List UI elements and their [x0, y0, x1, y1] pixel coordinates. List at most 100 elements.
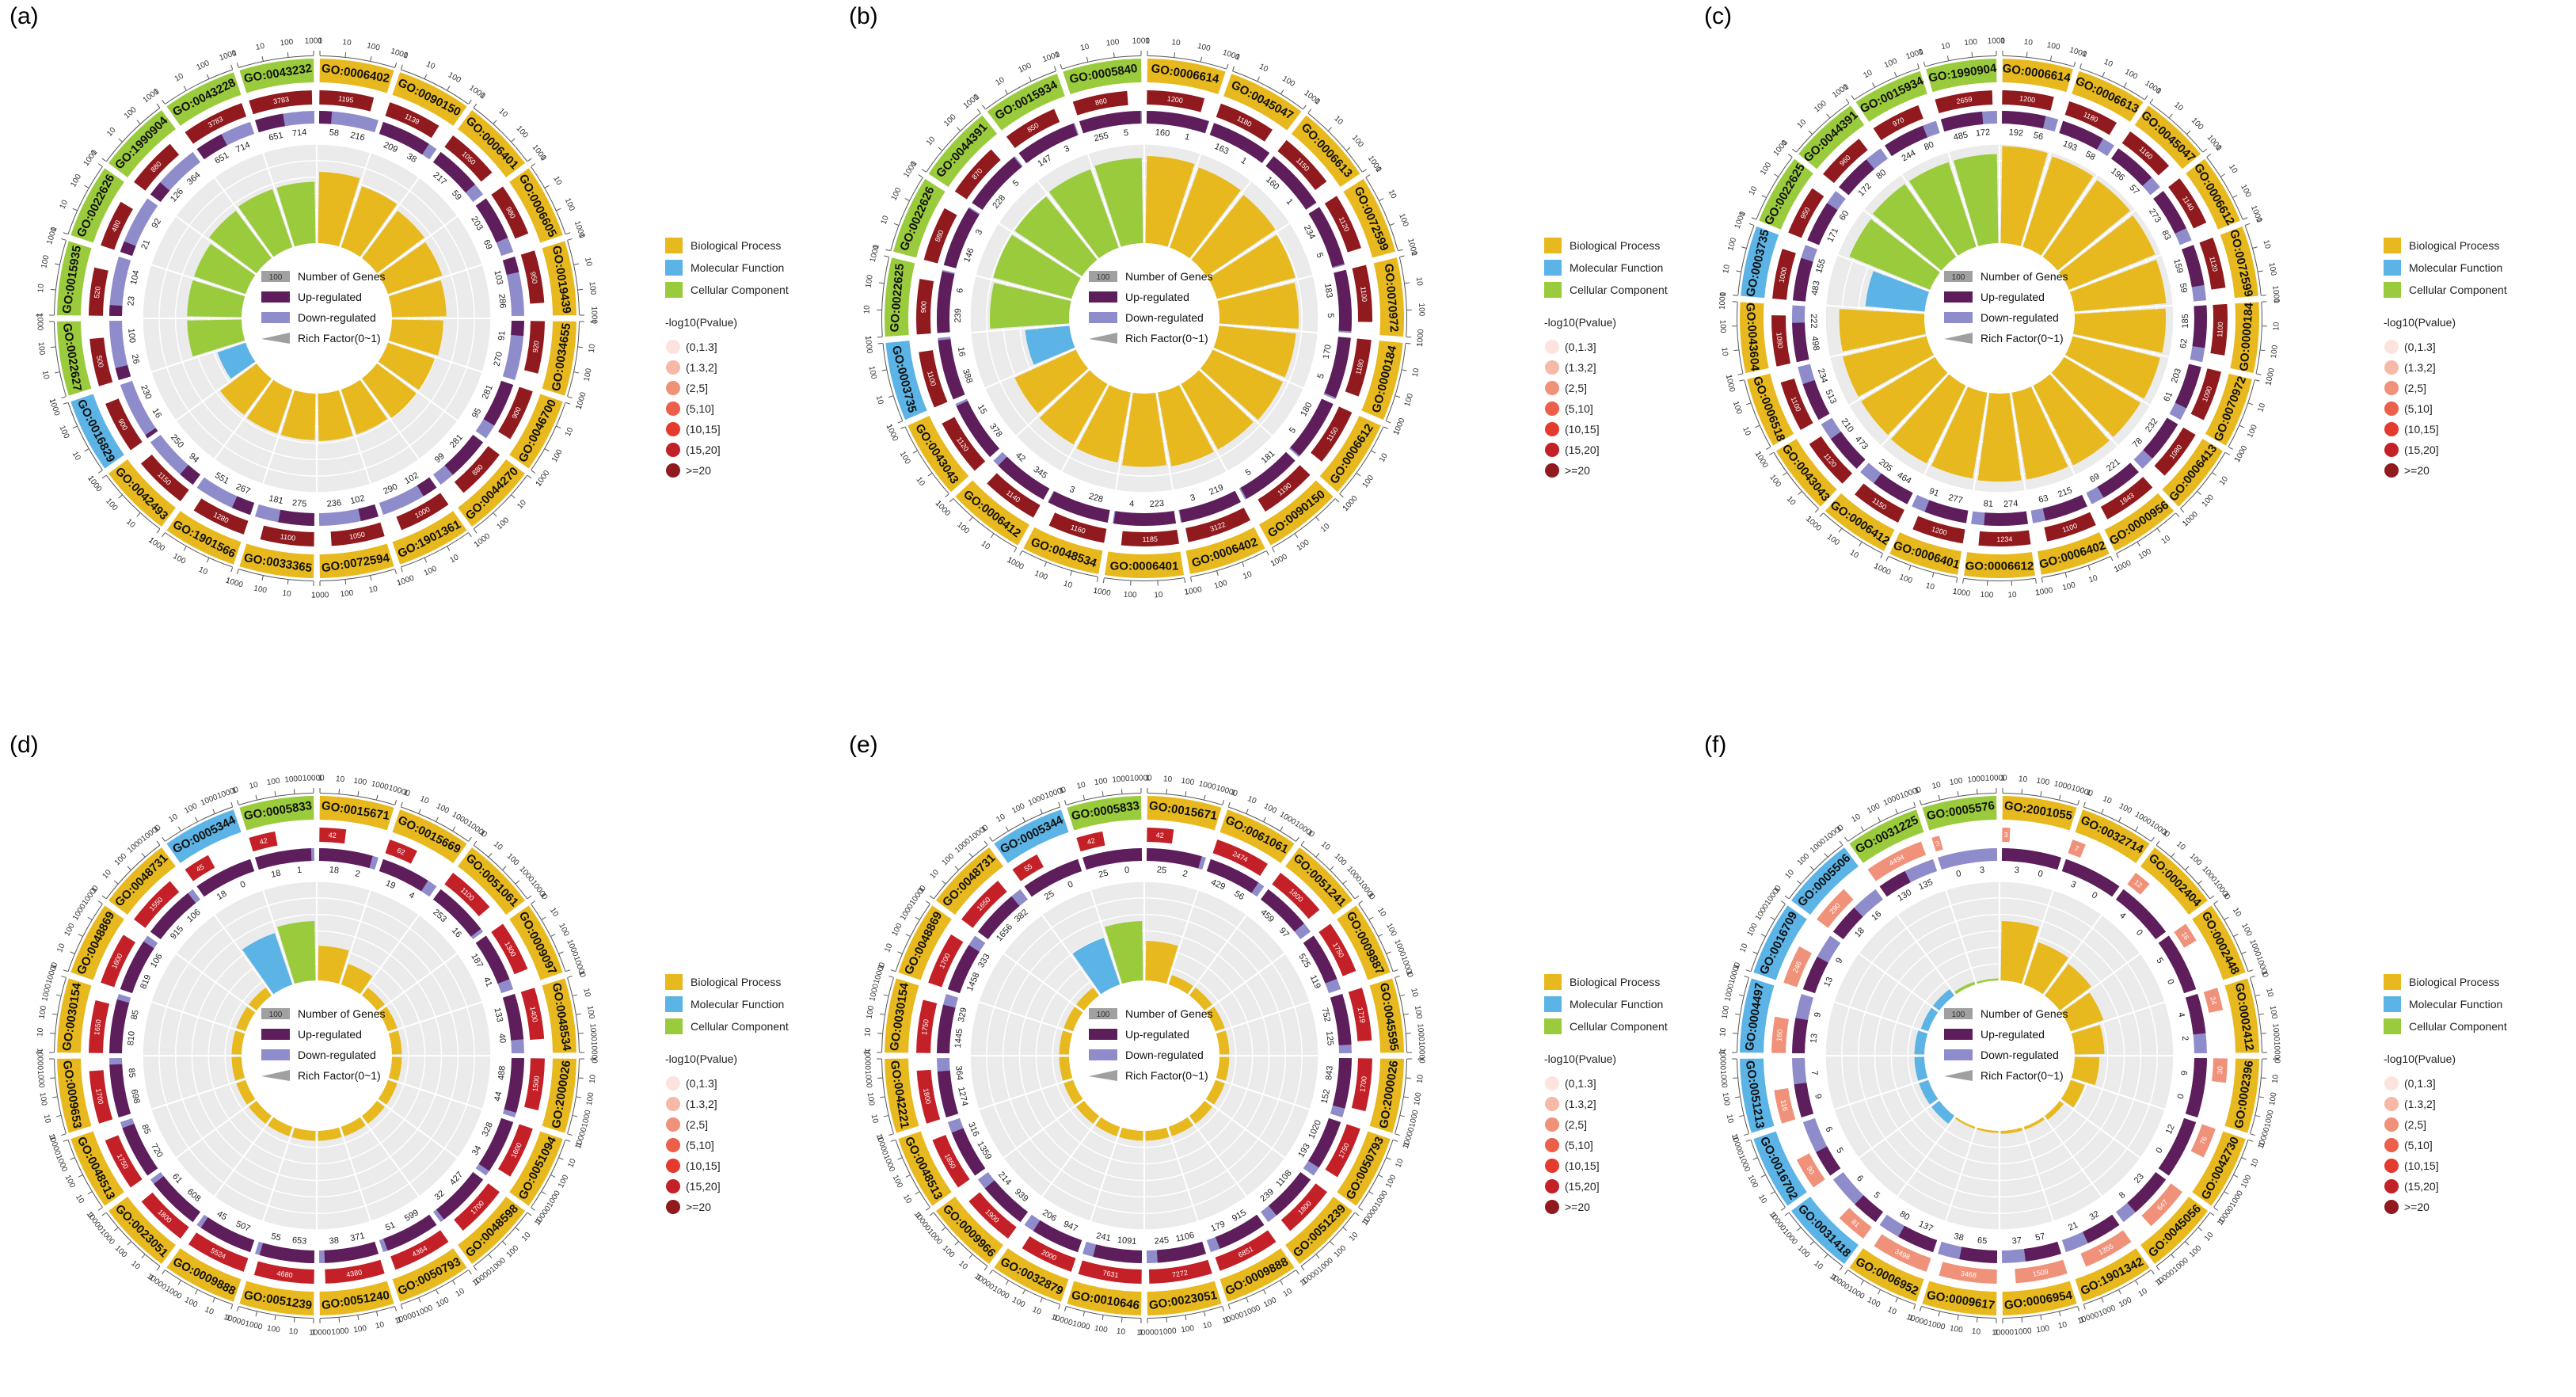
scale-tick-label: 10000 — [1828, 1272, 1851, 1292]
scale-tick — [2026, 51, 2028, 57]
total-genes-bar — [390, 1230, 449, 1270]
scale-tick — [118, 494, 123, 499]
scale-tick — [293, 789, 295, 794]
down-count: 32 — [433, 1189, 447, 1202]
scale-tick — [1737, 373, 1743, 375]
scale-tick — [2248, 402, 2254, 405]
scale-tick — [1330, 1241, 1334, 1246]
rich-factor-bar — [1025, 325, 1075, 365]
down-count: 216 — [349, 131, 366, 143]
scale-tick — [2224, 1191, 2229, 1195]
scale-tick-label: 10 — [2102, 58, 2114, 70]
separator — [339, 152, 371, 247]
scale-tick — [1263, 817, 1266, 822]
scale-tick-label: 100 — [2036, 777, 2051, 788]
scale-tick — [2185, 866, 2190, 870]
scale-tick-label: 1 — [1006, 556, 1014, 566]
scale-tick-label: 1 — [2081, 50, 2088, 59]
scale-tick — [400, 1304, 403, 1310]
scale-tick — [1040, 809, 1043, 814]
up-count: 239 — [953, 308, 963, 323]
down-count: 210 — [1840, 417, 1855, 434]
scale-tick-label: 100 — [867, 365, 878, 380]
scale-tick-label: 100 — [63, 922, 77, 938]
up-regulated-bar — [2001, 848, 2061, 870]
scale-tick-label: 1000 — [1718, 1070, 1729, 1089]
pval-swatch — [666, 443, 680, 457]
rich-factor-bar — [2065, 336, 2160, 399]
scale-tick — [1040, 1297, 1043, 1303]
scale-tick-label: 10 — [2023, 38, 2034, 48]
scale-tick-label: 10000 — [967, 823, 990, 843]
go-term-band — [57, 241, 92, 316]
up-regulated-bar — [444, 434, 484, 475]
scale-tick-label: 100 — [563, 196, 576, 212]
scale-tick — [1738, 1115, 1744, 1117]
total-genes-bar — [498, 386, 533, 440]
down-count: 45 — [215, 1209, 229, 1223]
scale-tick — [2180, 508, 2185, 513]
go-term-band — [1337, 905, 1391, 980]
scale-tick-label: 10 — [928, 868, 941, 881]
scale-tick — [1362, 169, 1368, 173]
scale-tick — [195, 817, 198, 822]
scale-tick-label: 10 — [548, 906, 560, 919]
scale-tick — [1946, 55, 1950, 61]
down-count: 5 — [1316, 372, 1326, 380]
scale-tick — [2169, 113, 2173, 118]
total-genes-bar — [444, 873, 490, 917]
up-count: 192 — [2008, 128, 2023, 139]
scale-tick — [1393, 969, 1398, 973]
up-regulated-bar — [109, 999, 130, 1054]
pval-swatch — [1545, 1179, 1559, 1193]
scale-tick — [2233, 1174, 2239, 1178]
pval-bin-label: >=20 — [686, 1201, 711, 1213]
up-regulated-bar — [1807, 203, 1838, 246]
up-regulated-bar — [1156, 1241, 1206, 1263]
up-regulated-bar — [1260, 889, 1304, 932]
scale-tick — [1798, 491, 1802, 496]
rich-factor-bar — [1216, 1056, 1230, 1081]
scale-tick — [418, 1297, 421, 1303]
up-regulated-bar — [943, 207, 980, 268]
down-count: 40 — [497, 1033, 507, 1043]
up-regulated-bar — [196, 858, 255, 897]
scale-tick-label: 10000 — [533, 1204, 553, 1227]
scale-tick — [212, 809, 215, 814]
up-count: 608 — [185, 1187, 203, 1204]
scale-tick — [880, 1096, 885, 1098]
scale-tick — [424, 74, 428, 79]
scale-tick — [1809, 1241, 1814, 1246]
scale-tick-label: 1 — [224, 576, 231, 585]
up-count: 513 — [1824, 388, 1839, 405]
scale-tick — [177, 826, 181, 832]
scale-tick — [1739, 379, 1745, 382]
scale-tick-label: 10 — [901, 1193, 913, 1205]
scale-tick — [890, 969, 896, 973]
separator — [262, 152, 295, 247]
separator — [339, 1127, 371, 1222]
scale-tick-label: 100 — [1980, 591, 1994, 600]
category-swatch — [665, 996, 683, 1012]
scale-tick-label: 100 — [1384, 922, 1398, 938]
pval-bin-label: (1.3,2] — [1565, 361, 1596, 374]
go-term-band — [1063, 59, 1142, 95]
number-genes-swatch-label: 100 — [269, 1011, 283, 1019]
rich-factor-bar — [388, 1056, 402, 1081]
separator — [213, 177, 273, 258]
scale-tick-label: 10 — [55, 942, 67, 954]
scale-tick — [1406, 1077, 1411, 1079]
scale-tick — [1744, 975, 1749, 978]
scale-tick — [63, 402, 68, 405]
scale-tick-label: 100 — [1413, 1091, 1424, 1106]
scale-tick-label: 1000 — [1416, 329, 1426, 347]
scale-tick — [236, 1306, 239, 1311]
category-label: Molecular Function — [2409, 261, 2502, 274]
scale-tick-label: 100 — [2061, 580, 2076, 592]
category-label: Cellular Component — [2409, 1020, 2507, 1033]
scale-tick-label: 100 — [585, 1005, 596, 1020]
down-count: 714 — [291, 128, 306, 139]
scale-tick-label: 100 — [2123, 67, 2139, 82]
down-count: 58 — [2083, 150, 2097, 162]
